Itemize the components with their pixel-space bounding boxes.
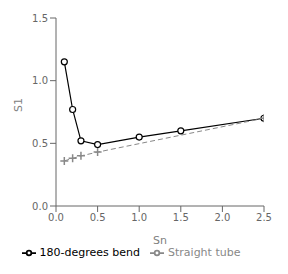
svg-text:0.5: 0.5 (90, 212, 106, 223)
svg-text:0.0: 0.0 (48, 212, 64, 223)
svg-text:1.5: 1.5 (173, 212, 189, 223)
svg-text:Sn: Sn (153, 234, 167, 247)
html-text:Straight tube: Straight tube (168, 246, 241, 259)
svg-text:2.0: 2.0 (214, 212, 230, 223)
html-text:180-degrees bend: 180-degrees bend (39, 246, 140, 259)
svg-text:2.5: 2.5 (256, 212, 272, 223)
svg-text:1.0: 1.0 (131, 212, 147, 223)
svg-text:1.5: 1.5 (32, 13, 48, 24)
svg-text:1.0: 1.0 (32, 75, 48, 86)
svg-text:S1: S1 (12, 98, 25, 112)
svg-text:0.5: 0.5 (32, 138, 48, 149)
svg-text:0.0: 0.0 (32, 201, 48, 212)
